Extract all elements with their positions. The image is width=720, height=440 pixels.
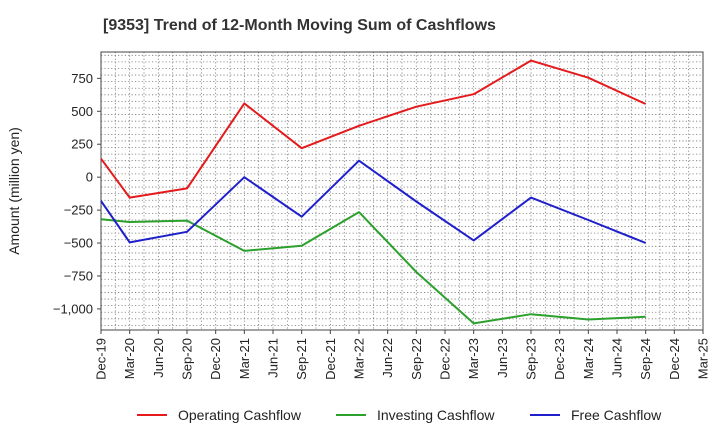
chart-title: [9353] Trend of 12-Month Moving Sum of C… (103, 17, 496, 34)
x-tick-label: Sep-23 (524, 338, 539, 380)
x-tick-label: Sep-22 (409, 338, 424, 380)
x-tick-label: Mar-20 (122, 338, 137, 379)
x-tick-label: Jun-20 (151, 338, 166, 378)
x-tick-label: Dec-21 (323, 338, 338, 380)
x-tick-label: Dec-23 (552, 338, 567, 380)
legend-label-investing-cashflow: Investing Cashflow (377, 407, 495, 423)
series-line-investing-cashflow (100, 211, 646, 325)
x-tick-label: Dec-20 (208, 338, 223, 380)
x-tick-label: Mar-21 (237, 338, 252, 379)
x-tick-label: Jun-22 (380, 338, 395, 378)
x-tick-label: Sep-20 (180, 338, 195, 380)
series-layer (100, 59, 647, 325)
x-tick-label: Dec-19 (94, 338, 109, 380)
x-tick-label: Mar-25 (696, 338, 711, 379)
x-tick-label: Jun-23 (495, 338, 510, 378)
x-tick-label: Jun-21 (266, 338, 281, 378)
x-tick-label: Dec-22 (438, 338, 453, 380)
y-tick-label: 750 (71, 71, 93, 86)
x-tick-label: Mar-23 (466, 338, 481, 379)
x-tick-label: Sep-21 (294, 338, 309, 380)
y-tick-label: 500 (71, 104, 93, 119)
series-line-free-cashflow (100, 159, 647, 244)
legend-label-free-cashflow: Free Cashflow (571, 407, 662, 423)
series-line-operating-cashflow (100, 59, 647, 199)
x-axis: Dec-19 Mar-20 Jun-20 Sep-20 Dec-20 Mar-21 Jun-… (94, 330, 711, 380)
y-tick-label: −250 (64, 203, 93, 218)
x-tick-label: Mar-24 (581, 338, 596, 379)
grid (101, 52, 703, 330)
y-tick-label: 250 (71, 137, 93, 152)
y-axis: 750 500 250 0 −250 −500 −750 −1,000 (53, 71, 101, 316)
x-tick-label: Dec-24 (667, 338, 682, 380)
plot-frame (100, 51, 704, 331)
x-tick-label: Mar-22 (352, 338, 367, 379)
y-tick-label: 0 (86, 170, 93, 185)
legend: Operating Cashflow Investing Cashflow Free… (137, 407, 662, 423)
y-tick-label: −1,000 (53, 301, 93, 316)
x-tick-label: Sep-24 (638, 338, 653, 380)
y-axis-label: Amount (million yen) (6, 127, 22, 255)
legend-label-operating-cashflow: Operating Cashflow (178, 407, 302, 423)
y-tick-label: −750 (64, 268, 93, 283)
x-tick-label: Jun-24 (610, 338, 625, 378)
y-tick-label: −500 (64, 236, 93, 251)
